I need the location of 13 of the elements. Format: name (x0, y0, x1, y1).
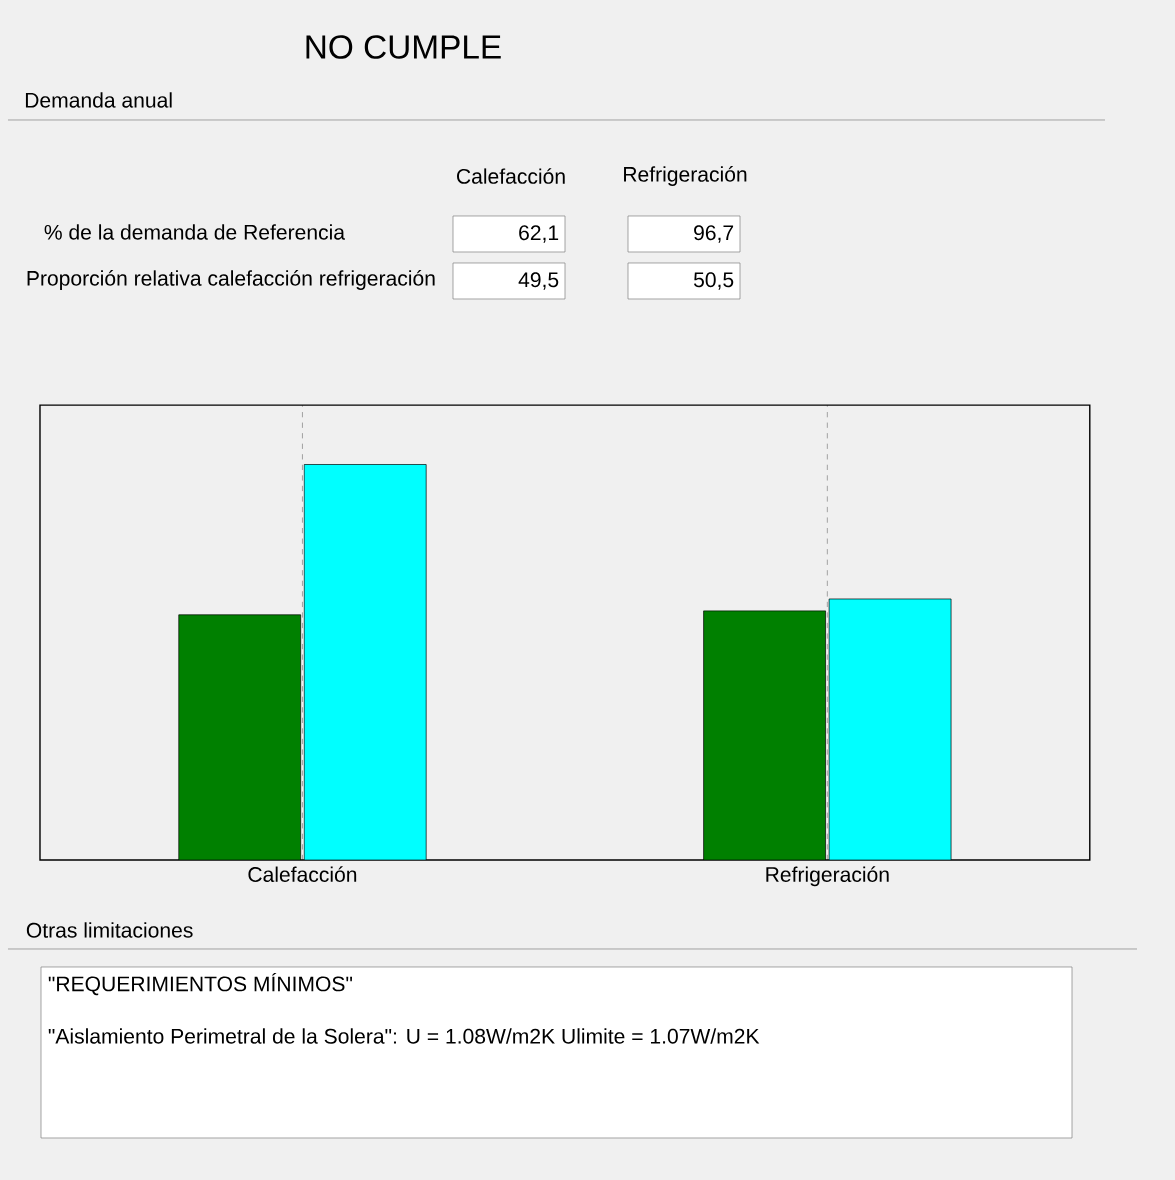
text: Proporción relativa calefacción refrigeración (27, 270, 435, 290)
text: 49,5 (518, 272, 559, 290)
text: 50,5 (693, 272, 734, 290)
chart-subtitle: Demanda anual (25, 92, 172, 108)
text: 62,1 (519, 225, 559, 243)
text: "REQUERIMIENTOS MÍNIMOS" (48, 972, 353, 996)
text: "Aislamiento Perimetral de la Solera": U = 1.08W/m2K Ulimite = 1.07W/m2K (48, 1028, 760, 1044)
text: Refrigeración (624, 166, 747, 186)
text: Calefacción (457, 168, 565, 184)
text: % de la demanda de Referencia (44, 224, 346, 240)
text: Otras limitaciones (26, 922, 193, 938)
chart-title: NO CUMPLE (306, 35, 501, 59)
text: 96,7 (694, 225, 734, 243)
